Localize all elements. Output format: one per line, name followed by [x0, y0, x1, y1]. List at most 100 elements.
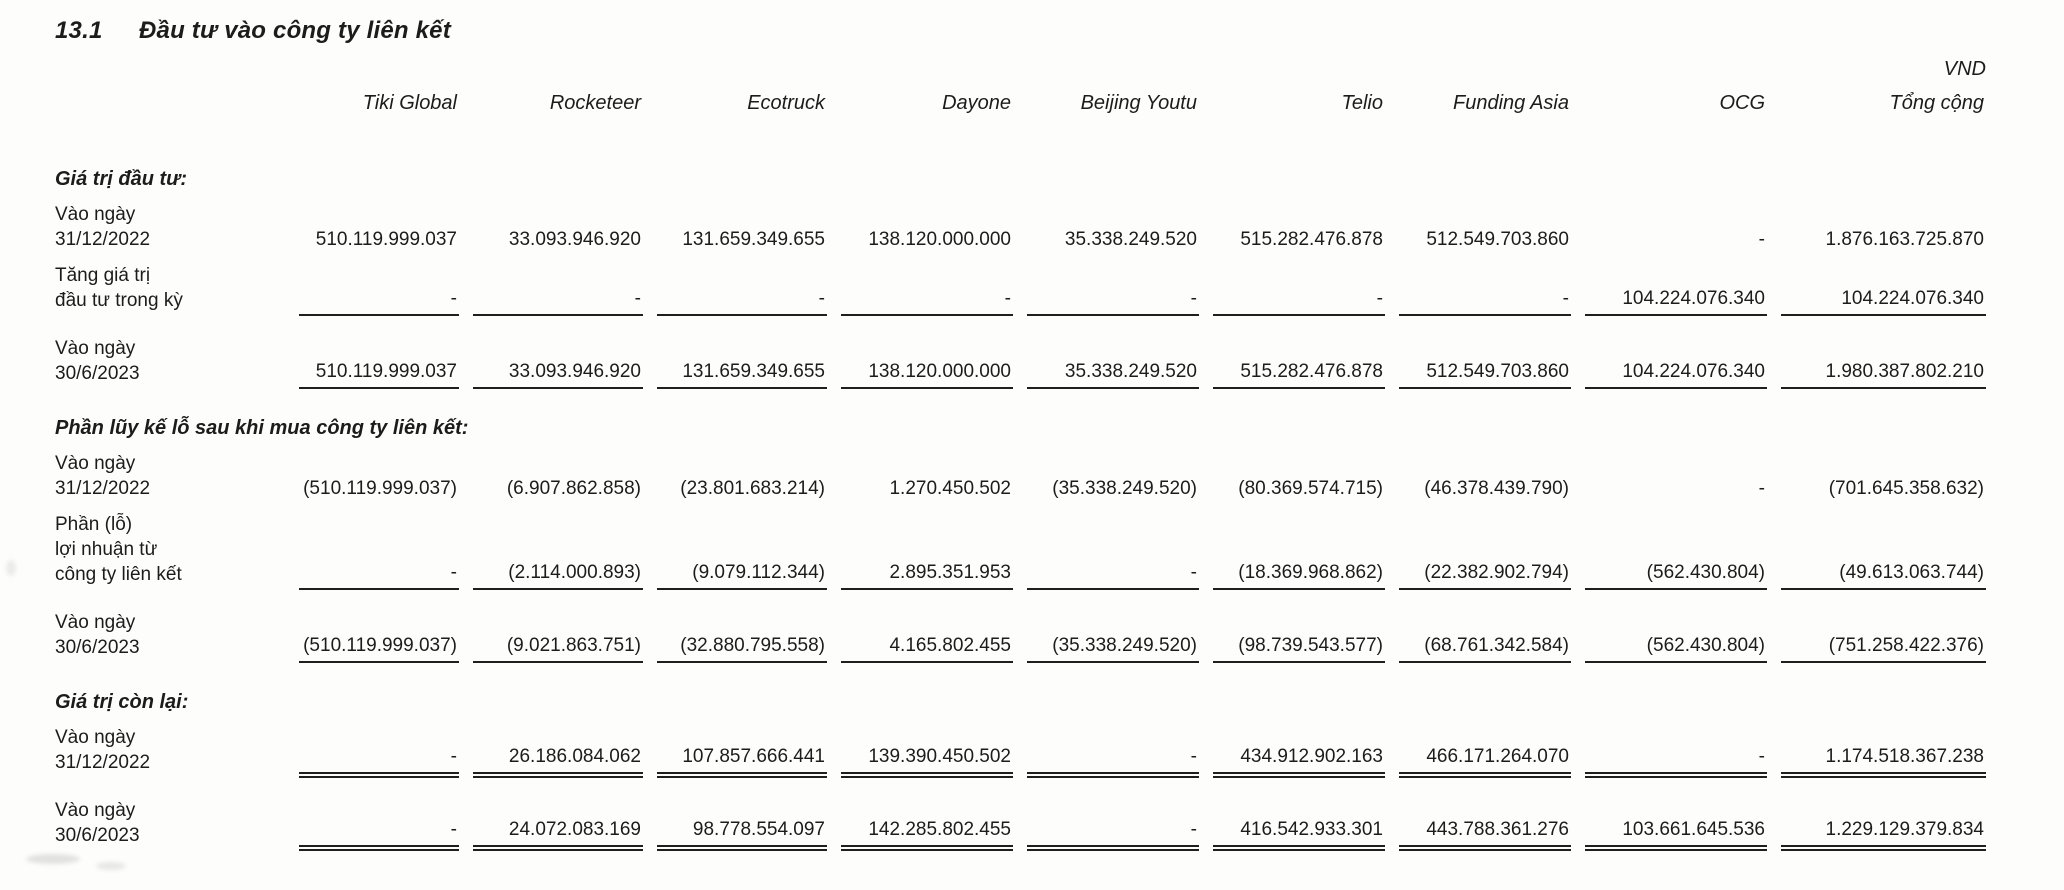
value-cell: (510.119.999.037) [303, 478, 457, 499]
value-cell: (562.430.804) [1585, 504, 1767, 590]
value-cell: 1.174.518.367.238 [1781, 717, 1986, 778]
value-cell: 33.093.946.920 [508, 229, 641, 250]
column-header-ocg: OCG [1719, 92, 1765, 114]
section-title: Đầu tư vào công ty liên kết [139, 17, 451, 44]
value-cell: (18.369.968.862) [1213, 504, 1385, 590]
row-label: Vào ngày 31/12/2022 [55, 204, 151, 250]
value-cell: 98.778.554.097 [657, 778, 827, 851]
row-label: Vào ngày 30/6/2023 [55, 338, 140, 384]
value-cell: - [1585, 717, 1767, 778]
section-header-row: Giá trị còn lại: [55, 663, 1986, 717]
value-cell: 2.895.351.953 [841, 504, 1013, 590]
value-cell: 510.119.999.037 [299, 316, 459, 389]
table-row: Vào ngày 30/6/2023 (510.119.999.037) (9.02… [55, 590, 1986, 663]
value-cell: 512.549.703.860 [1399, 316, 1571, 389]
value-cell: - [473, 255, 643, 316]
value-cell: (35.338.249.520) [1027, 590, 1199, 663]
value-cell: 515.282.476.878 [1240, 229, 1383, 250]
value-cell: 35.338.249.520 [1027, 316, 1199, 389]
column-header-dayone: Dayone [942, 92, 1011, 114]
row-label: Vào ngày 31/12/2022 [55, 727, 151, 773]
value-cell: (22.382.902.794) [1399, 504, 1571, 590]
value-cell: (751.258.422.376) [1781, 590, 1986, 663]
value-cell: 466.171.264.070 [1399, 717, 1571, 778]
value-cell: (9.079.112.344) [657, 504, 827, 590]
value-cell: 103.661.645.536 [1585, 778, 1767, 851]
value-cell: 434.912.902.163 [1213, 717, 1385, 778]
value-cell: 1.270.450.502 [889, 478, 1011, 499]
row-label: Tăng giá trị đầu tư trong kỳ [55, 265, 183, 311]
value-cell: - [1027, 255, 1199, 316]
value-cell: 416.542.933.301 [1213, 778, 1385, 851]
column-header-total: Tổng cộng [1889, 92, 1984, 114]
value-cell: 104.224.076.340 [1781, 255, 1986, 316]
scan-artifact [96, 862, 126, 870]
row-label-header [55, 82, 285, 126]
value-cell: 131.659.349.655 [682, 229, 825, 250]
value-cell: (2.114.000.893) [473, 504, 643, 590]
value-cell: 1.980.387.802.210 [1781, 316, 1986, 389]
value-cell: - [1027, 717, 1199, 778]
column-header-funding-asia: Funding Asia [1453, 92, 1569, 114]
row-label: Vào ngày 31/12/2022 [55, 453, 151, 499]
value-cell: 104.224.076.340 [1585, 255, 1767, 316]
section-header-row: Giá trị đầu tư: [55, 126, 1986, 194]
value-cell: 138.120.000.000 [841, 316, 1013, 389]
value-cell: - [299, 504, 459, 590]
value-cell: (98.739.543.577) [1213, 590, 1385, 663]
value-cell: - [1027, 504, 1199, 590]
row-label: Vào ngày 30/6/2023 [55, 800, 140, 846]
section-heading: 13.1 Đầu tư vào công ty liên kết [55, 16, 1986, 46]
value-cell: - [1758, 478, 1765, 499]
value-cell: 1.229.129.379.834 [1781, 778, 1986, 851]
scan-artifact [6, 560, 16, 576]
value-cell: 35.338.249.520 [1064, 229, 1197, 250]
section-header-row: Phần lũy kế lỗ sau khi mua công ty liên … [55, 389, 1986, 443]
value-cell: (32.880.795.558) [657, 590, 827, 663]
column-header-ecotruck: Ecotruck [747, 92, 825, 114]
value-cell: 510.119.999.037 [315, 229, 457, 250]
column-header-telio: Telio [1341, 92, 1383, 114]
value-cell: 443.788.361.276 [1399, 778, 1571, 851]
value-cell: - [1758, 229, 1765, 250]
value-cell: 139.390.450.502 [841, 717, 1013, 778]
value-cell: - [657, 255, 827, 316]
value-cell: 104.224.076.340 [1585, 316, 1767, 389]
value-cell: 138.120.000.000 [868, 229, 1011, 250]
value-cell: 131.659.349.655 [657, 316, 827, 389]
column-header-row: Tiki Global Rocketeer Ecotruck Dayone Be… [55, 82, 1986, 126]
table-row: Vào ngày 30/6/2023 510.119.999.037 33.093.… [55, 316, 1986, 389]
value-cell: (510.119.999.037) [299, 590, 459, 663]
value-cell: (23.801.683.214) [680, 478, 825, 499]
value-cell: 142.285.802.455 [841, 778, 1013, 851]
table-row: Vào ngày 31/12/2022 510.119.999.037 33.093… [55, 194, 1986, 255]
table-row: Tăng giá trị đầu tư trong kỳ - - - - - - -104.2… [55, 255, 1986, 316]
row-label: Vào ngày 30/6/2023 [55, 612, 140, 658]
value-cell: 107.857.666.441 [657, 717, 827, 778]
value-cell: - [1213, 255, 1385, 316]
value-cell: (6.907.862.858) [506, 478, 641, 499]
value-cell: (701.645.358.632) [1828, 478, 1984, 499]
section-header: Giá trị còn lại: [55, 691, 189, 713]
value-cell: - [1027, 778, 1199, 851]
section-header: Giá trị đầu tư: [55, 168, 188, 190]
value-cell: (562.430.804) [1585, 590, 1767, 663]
currency-label: VND [1943, 58, 1986, 80]
value-cell: (80.369.574.715) [1238, 478, 1383, 499]
value-cell: 33.093.946.920 [473, 316, 643, 389]
value-cell: - [299, 717, 459, 778]
table-row: Vào ngày 31/12/2022 (510.119.999.037) (6.9… [55, 443, 1986, 504]
value-cell: (68.761.342.584) [1399, 590, 1571, 663]
value-cell: (9.021.863.751) [473, 590, 643, 663]
section-number: 13.1 [55, 17, 103, 44]
value-cell: (35.338.249.520) [1052, 478, 1197, 499]
table-body: Giá trị đầu tư: Vào ngày 31/12/2022 510.11… [55, 126, 1986, 851]
scan-artifact [26, 854, 80, 864]
value-cell: - [1399, 255, 1571, 316]
row-label: Phần (lỗ) lợi nhuận từ công ty liên kết [55, 514, 182, 585]
value-cell: - [299, 255, 459, 316]
section-header: Phần lũy kế lỗ sau khi mua công ty liên … [55, 417, 469, 439]
table-row: Vào ngày 31/12/2022-26.186.084.062 107.85… [55, 717, 1986, 778]
table-row: Vào ngày 30/6/2023-24.072.083.169 98.778.… [55, 778, 1986, 851]
